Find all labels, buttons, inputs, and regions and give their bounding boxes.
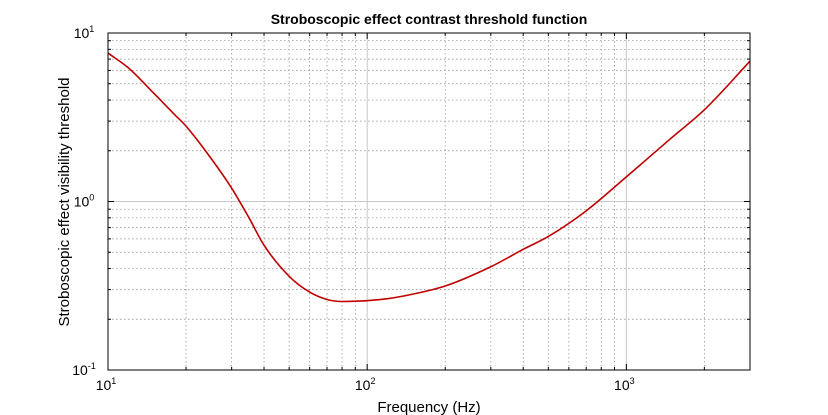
plot-frame	[107, 32, 751, 371]
x-tick-label: 101	[96, 376, 117, 393]
tick-labels: 101 102 103 10-1 100 101	[72, 24, 634, 393]
y-tick-label: 10-1	[72, 361, 96, 378]
grid	[107, 32, 751, 371]
y-axis-label: Stroboscopic effect visibility threshold	[56, 77, 73, 326]
y-tick-label: 101	[74, 24, 95, 41]
chart-title: Stroboscopic effect contrast threshold f…	[271, 11, 588, 27]
x-tick-label: 103	[614, 376, 635, 393]
y-tick-label: 100	[74, 193, 95, 210]
x-tick-label: 102	[355, 376, 376, 393]
line-layer	[107, 52, 751, 303]
x-axis-label: Frequency (Hz)	[377, 399, 480, 415]
series-line	[107, 52, 751, 303]
